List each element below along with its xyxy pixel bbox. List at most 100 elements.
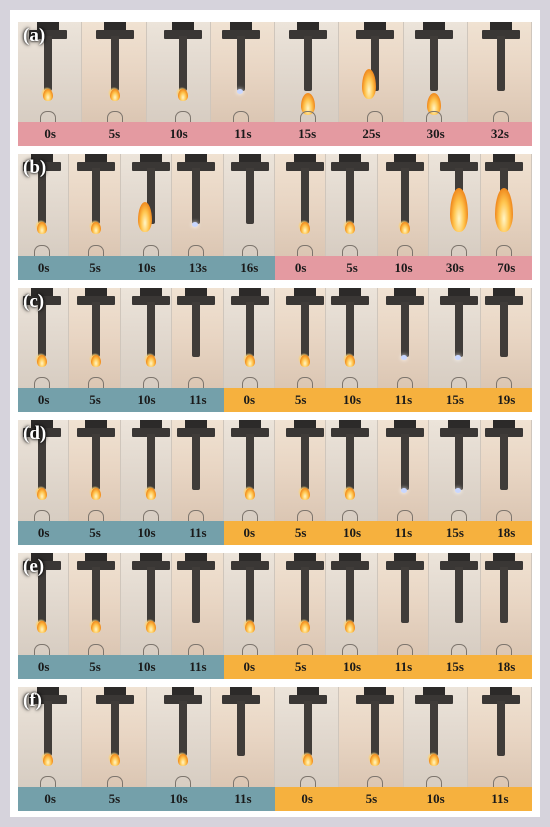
flame [299,222,310,235]
video-frame [210,687,275,787]
specimen-crossbar [29,695,68,704]
time-label: 0s [294,260,307,275]
specimen-bar [37,567,46,624]
time-label: 70s [497,260,516,275]
specimen-clamp [139,154,162,164]
specimen-clamp [139,288,162,298]
specimen-crossbar [289,695,328,704]
time-label: 13s [188,260,207,275]
burner-wire [300,111,317,122]
burner-wire [450,377,467,388]
flame [36,222,47,235]
time-segment-teal: 0s 5s 10s 11s [18,787,275,811]
specimen-crossbar [176,296,215,305]
specimen-crossbar [481,30,520,39]
time-label: 10s [137,392,156,407]
video-frame [210,22,275,122]
video-frame [480,154,533,256]
photo-strip [18,154,533,256]
specimen-crossbar [77,162,116,171]
specimen-clamp [489,687,512,697]
time-segment-pink: 0s 5s 10s 11s 15s 25s 30s 32s [18,122,532,146]
flame [362,69,377,99]
specimen-crossbar [385,561,424,570]
burner-wire [396,377,413,388]
specimen-clamp [85,553,108,563]
specimen-crossbar [331,162,370,171]
time-label: 15s [298,126,317,141]
specimen-crossbar [22,296,61,305]
flame [426,93,441,115]
video-frame [326,288,378,388]
time-label: 11s [234,791,252,806]
specimen-crossbar [385,428,424,437]
specimen-clamp [297,22,320,32]
flame [449,188,468,233]
time-label: 0s [37,392,50,407]
burner-wire [187,377,204,388]
burner-wire [187,245,204,256]
specimen-clamp [364,687,387,697]
specimen-crossbar [131,561,170,570]
specimen-crossbar [356,30,395,39]
burner-wire [425,776,442,787]
burner-wire [107,111,124,122]
burner-wire [40,111,57,122]
burner-wire [342,245,359,256]
time-label: 10s [137,260,156,275]
video-frame [467,687,532,787]
video-frame [339,687,404,787]
time-label: 10s [343,392,362,407]
specimen-crossbar [221,30,260,39]
video-frame [69,154,121,256]
specimen-crossbar [176,162,215,171]
photo-strip [18,420,533,521]
time-label: 0s [243,525,256,540]
burner-wire [40,776,57,787]
specimen-crossbar [331,296,370,305]
video-frame [275,288,327,388]
specimen-bar [400,302,409,357]
video-frame [69,288,121,388]
photo-strip [18,288,533,388]
specimen-clamp [171,687,194,697]
specimen-bar [44,36,53,91]
burner-wire [492,111,509,122]
specimen-bar [500,434,509,490]
specimen-bar [191,434,200,490]
video-frame [429,288,481,388]
burner-wire [142,377,159,388]
time-label-row: 0s 5s 10s 11s 0s 5s 10s 11s 15s 18s [18,655,532,679]
specimen-bar [346,302,355,357]
video-frame [146,687,211,787]
time-label: 10s [169,791,188,806]
specimen-bar [236,36,245,91]
video-frame [172,288,224,388]
video-frame [223,288,276,388]
specimen-clamp [447,288,470,298]
specimen-clamp [30,154,53,164]
time-label: 5s [346,260,358,275]
specimen-bar [429,36,438,91]
specimen-crossbar [439,296,478,305]
specimen-clamp [171,22,194,32]
flame [345,621,356,634]
time-label: 5s [89,392,101,407]
video-frame [223,553,276,655]
specimen-clamp [30,288,53,298]
specimen-bar [400,567,409,624]
flame [245,355,256,367]
specimen-clamp [489,22,512,32]
specimen-crossbar [285,561,324,570]
video-frame [223,420,276,521]
burner-wire [300,776,317,787]
time-segment-orange: 0s 5s 10s 11s 15s 19s [223,388,532,412]
ember-glow [454,487,461,493]
burner-wire [450,644,467,655]
time-label: 18s [497,525,516,540]
flame [91,355,102,367]
panel-e: (e) 0s 5s 10s 11s 0s 5s 10s 11s 15s 18s [18,553,533,679]
burner-wire [496,644,513,655]
panel-label: (d) [23,423,47,444]
specimen-clamp [493,553,516,563]
